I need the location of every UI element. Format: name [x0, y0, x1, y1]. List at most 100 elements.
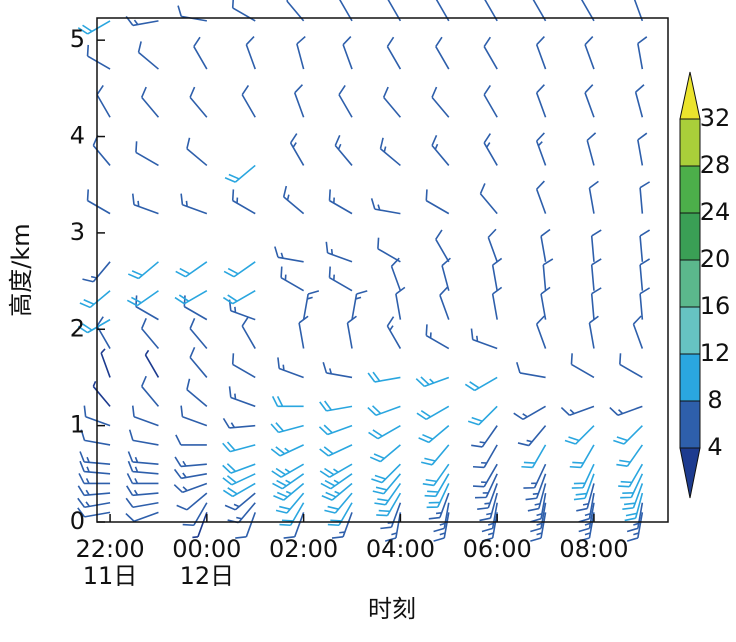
- wind-barb: [540, 286, 551, 320]
- wind-barb: [542, 258, 554, 291]
- wind-barb: [369, 444, 401, 463]
- colorbar-segment: [679, 165, 701, 214]
- wind-barb: [183, 295, 208, 321]
- wind-barb: [632, 315, 644, 349]
- colorbar-cap: [679, 71, 701, 120]
- x-axis-label: 时刻: [368, 595, 416, 623]
- wind-barb: [224, 164, 256, 183]
- wind-barb: [441, 257, 451, 291]
- wind-barb: [491, 257, 503, 291]
- wind-barb: [415, 376, 450, 388]
- wind-barb: [92, 380, 111, 407]
- colorbar-cap: [679, 447, 701, 499]
- wind-barb: [439, 286, 450, 320]
- wind-barb: [535, 35, 547, 70]
- wind-barb: [639, 258, 651, 291]
- wind-barb: [141, 375, 160, 407]
- colorbar-segment: [679, 306, 701, 355]
- wind-barb: [525, 473, 547, 501]
- wind-barb: [474, 473, 498, 499]
- colorbar-segment: [679, 353, 701, 402]
- wind-barb: [387, 0, 402, 22]
- wind-barb: [467, 405, 498, 426]
- wind-barb: [530, 512, 547, 542]
- wind-barb: [338, 84, 353, 118]
- wind-barb: [422, 463, 450, 487]
- wind-barb: [222, 417, 256, 429]
- wind-barb: [483, 133, 498, 166]
- wind-barb: [472, 444, 498, 469]
- wind-barb: [328, 189, 353, 215]
- wind-barb: [186, 378, 208, 407]
- wind-barb: [319, 400, 353, 412]
- wind-barb: [535, 132, 547, 166]
- wind-barb: [222, 482, 256, 498]
- wind-barb: [472, 463, 498, 488]
- colorbar-label: 24: [700, 198, 731, 226]
- colorbar-label: 12: [700, 339, 731, 367]
- wind-barb: [377, 237, 401, 263]
- wind-barb: [580, 0, 595, 22]
- wind-barb: [245, 35, 256, 70]
- wind-barb: [331, 512, 353, 539]
- wind-barb: [83, 405, 111, 427]
- wind-barb: [193, 36, 208, 70]
- colorbar-label: 28: [700, 151, 731, 179]
- wind-barb: [626, 512, 644, 542]
- x-tick-label: 06:00: [463, 535, 532, 563]
- wind-barb: [483, 36, 498, 70]
- wind-barb: [322, 361, 353, 379]
- wind-barb: [231, 189, 256, 215]
- wind-barb: [235, 512, 256, 539]
- y-tick-label: 0: [70, 507, 85, 535]
- wind-barb: [639, 181, 651, 214]
- wind-barb: [271, 396, 304, 408]
- wind-barb: [639, 229, 651, 262]
- wind-barb: [418, 425, 450, 444]
- wind-barb: [431, 86, 450, 118]
- wind-barb: [376, 492, 402, 517]
- wind-barb: [517, 425, 547, 447]
- wind-barb: [325, 241, 353, 263]
- wind-barb: [222, 463, 256, 474]
- wind-barb: [384, 512, 402, 542]
- wind-barb: [192, 512, 208, 539]
- wind-barb: [390, 257, 402, 291]
- wind-barb: [302, 290, 320, 320]
- wind-barb: [431, 134, 450, 166]
- wind-barb: [523, 463, 547, 489]
- wind-barb: [282, 185, 305, 215]
- y-tick-label: 3: [70, 218, 85, 246]
- wind-barb: [319, 463, 353, 478]
- wind-barb: [634, 84, 645, 118]
- wind-barb: [222, 441, 256, 453]
- wind-barb: [379, 137, 401, 167]
- wind-barb: [319, 444, 353, 457]
- plot-frame: [96, 17, 669, 523]
- wind-barb: [386, 316, 402, 349]
- wind-barb: [372, 473, 402, 495]
- wind-barb: [435, 0, 450, 22]
- wind-barb: [342, 35, 353, 70]
- wind-barb: [126, 290, 159, 307]
- wind-barb: [293, 84, 305, 118]
- wind-barb: [296, 35, 306, 70]
- wind-barb: [180, 193, 208, 215]
- colorbar-label: 4: [707, 433, 722, 461]
- wind-barb: [368, 424, 401, 440]
- colorbar-label: 20: [700, 245, 731, 273]
- wind-barb: [370, 198, 401, 215]
- wind-barb: [416, 405, 450, 421]
- wind-barb: [131, 405, 159, 427]
- wind-barb: [516, 361, 546, 379]
- wind-barb: [77, 485, 111, 497]
- wind-barb: [433, 502, 450, 533]
- wind-barb: [176, 492, 208, 511]
- wind-barb: [80, 429, 111, 446]
- wind-barb: [535, 84, 547, 118]
- wind-barb: [189, 318, 208, 350]
- y-axis-label: 高度/km: [7, 223, 35, 316]
- wind-barb: [609, 405, 643, 417]
- wind-barb: [298, 315, 309, 349]
